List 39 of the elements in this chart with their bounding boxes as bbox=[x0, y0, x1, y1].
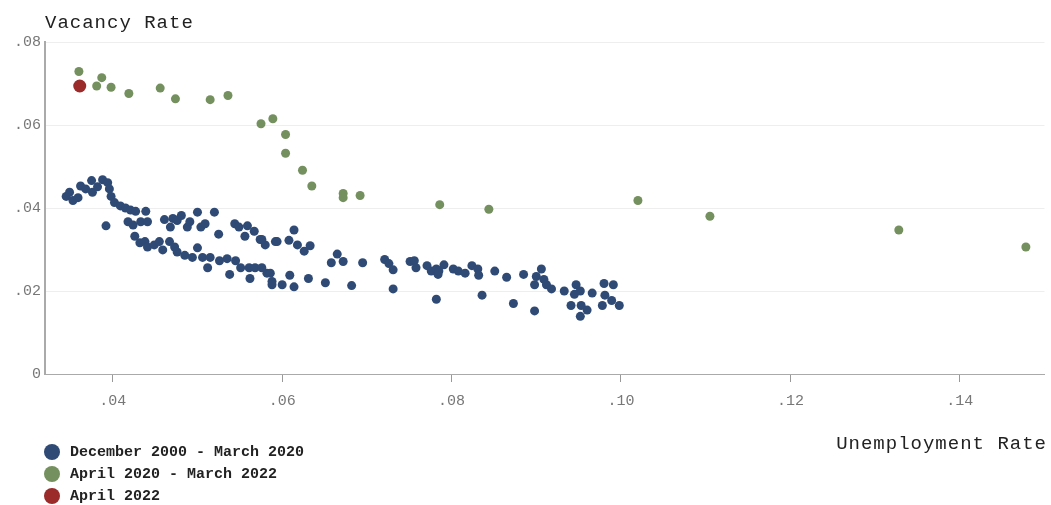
point bbox=[307, 181, 317, 191]
point bbox=[484, 204, 494, 214]
point bbox=[205, 95, 215, 105]
point bbox=[355, 191, 365, 201]
point bbox=[633, 196, 643, 206]
point bbox=[92, 81, 102, 91]
point bbox=[298, 165, 307, 175]
point bbox=[170, 94, 180, 104]
x-tick-label: .06 bbox=[268, 392, 296, 410]
x-tick-label: .04 bbox=[99, 392, 127, 410]
legend-label: December 2000 - March 2020 bbox=[70, 443, 305, 461]
y-axis-title: Vacancy Rate bbox=[45, 12, 194, 34]
y-tick-label: .08 bbox=[13, 33, 41, 51]
point bbox=[281, 130, 291, 140]
point bbox=[705, 211, 715, 221]
y-tick-label: 0 bbox=[31, 365, 41, 383]
point bbox=[223, 91, 233, 101]
x-tick-label: .08 bbox=[438, 392, 466, 410]
point bbox=[74, 66, 84, 76]
point bbox=[435, 200, 445, 210]
point bbox=[97, 73, 107, 83]
x-tick-label: .14 bbox=[946, 392, 974, 410]
point bbox=[155, 83, 165, 93]
y-tick-label: .04 bbox=[13, 199, 41, 217]
point bbox=[268, 114, 278, 124]
point bbox=[73, 79, 87, 93]
legend-label: April 2022 bbox=[70, 487, 161, 505]
x-tick-label: .12 bbox=[776, 392, 804, 410]
x-axis-title: Unemployment Rate bbox=[836, 433, 1047, 455]
legend-label: April 2020 - March 2022 bbox=[70, 465, 278, 483]
point bbox=[894, 225, 904, 235]
point bbox=[124, 88, 134, 98]
y-tick-label: .02 bbox=[13, 282, 41, 300]
x-tick-label: .10 bbox=[607, 392, 635, 410]
point bbox=[256, 119, 266, 129]
point bbox=[1021, 242, 1031, 252]
y-tick-label: .06 bbox=[13, 116, 41, 134]
point bbox=[281, 148, 291, 158]
point bbox=[106, 82, 116, 92]
